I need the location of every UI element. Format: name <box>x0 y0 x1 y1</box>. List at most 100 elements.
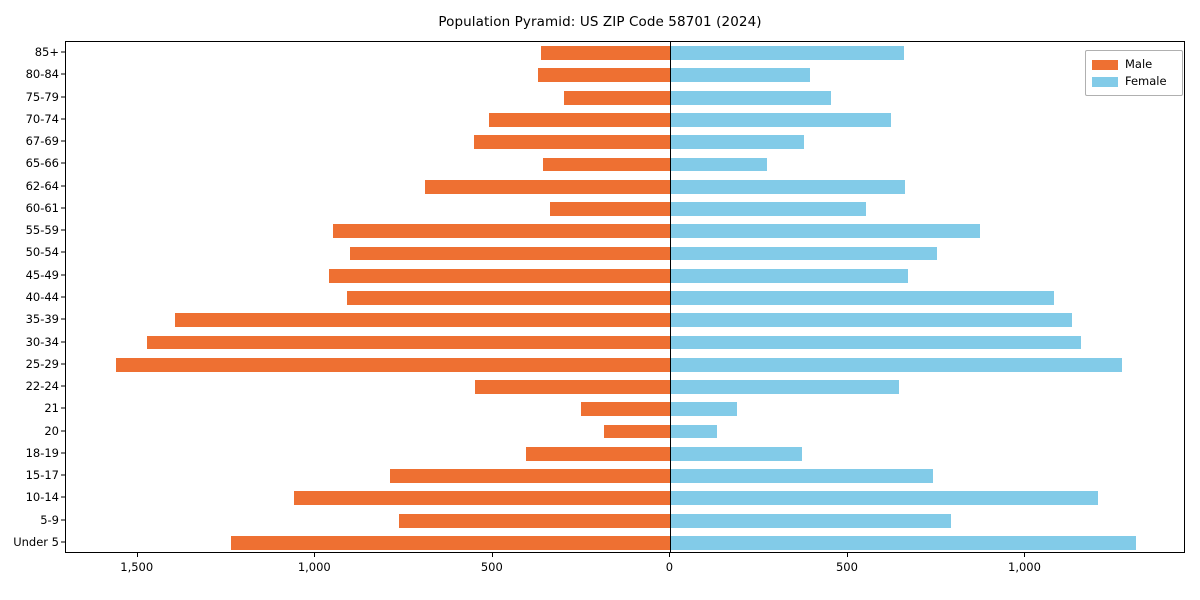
y-axis-tick-label: 5-9 <box>40 512 59 527</box>
x-axis-tick-mark <box>1024 553 1026 557</box>
y-axis-tick-mark <box>61 185 65 187</box>
bar-male <box>425 179 671 194</box>
pyramid-row <box>66 46 1184 61</box>
y-axis-tick-mark <box>61 96 65 98</box>
bar-male <box>538 68 671 83</box>
y-axis-tick-label: 55-59 <box>25 223 59 238</box>
bar-male <box>116 357 671 372</box>
pyramid-row <box>66 357 1184 372</box>
pyramid-row <box>66 291 1184 305</box>
y-axis-tick-mark <box>61 452 65 454</box>
pyramid-row <box>66 202 1184 216</box>
x-axis-tick-mark <box>669 553 671 557</box>
y-axis-tick-label: 18-19 <box>25 445 59 460</box>
pyramid-row <box>66 402 1184 417</box>
y-axis-tick-label: 62-64 <box>25 178 59 193</box>
pyramid-row <box>66 535 1184 550</box>
bar-male <box>329 268 671 283</box>
y-axis-tick-mark <box>61 385 65 387</box>
legend-swatch-male <box>1092 59 1118 70</box>
x-axis-ticks: 1,500 1,000 500 0 500 1,000 <box>65 553 1185 593</box>
bar-female <box>670 313 1072 328</box>
x-axis-tick-label: 1,000 <box>297 560 331 574</box>
bar-male <box>475 380 671 394</box>
bar-male <box>399 513 671 528</box>
y-axis-tick-mark <box>61 296 65 298</box>
plot-area <box>65 41 1185 553</box>
pyramid-row <box>66 313 1184 328</box>
pyramid-row <box>66 335 1184 350</box>
bar-female <box>670 179 905 194</box>
legend-swatch-female <box>1092 76 1118 87</box>
bar-male <box>294 491 671 506</box>
legend-item-male: Male <box>1092 56 1176 73</box>
bar-male <box>474 135 671 150</box>
x-axis-tick-label: 500 <box>480 560 503 574</box>
bar-male <box>350 246 671 261</box>
y-axis-tick-label: 22-24 <box>25 379 59 394</box>
bar-male <box>604 424 671 439</box>
x-axis-tick-label: 500 <box>835 560 858 574</box>
y-axis-ticks: 85+ 80-84 75-79 70-74 67-69 65-66 62-64 60-61 55… <box>13 41 1185 553</box>
y-axis-tick-mark <box>61 162 65 164</box>
bar-female <box>670 157 767 172</box>
bar-female <box>670 357 1123 372</box>
zero-center-line <box>670 42 672 552</box>
pyramid-row <box>66 446 1184 461</box>
pyramid-row <box>66 157 1184 172</box>
bar-female <box>670 202 867 216</box>
pyramid-row <box>66 68 1184 83</box>
pyramid-row <box>66 491 1184 506</box>
bar-female <box>670 424 717 439</box>
bar-male <box>580 402 671 417</box>
y-axis-tick-label: 60-61 <box>25 200 59 215</box>
chart-legend: Male Female <box>1085 50 1183 96</box>
bar-female <box>670 535 1136 550</box>
pyramid-row <box>66 268 1184 283</box>
y-axis-tick-label: 10-14 <box>25 490 59 505</box>
pyramid-row <box>66 113 1184 127</box>
y-axis-tick-mark <box>61 363 65 365</box>
y-axis-tick-mark <box>61 140 65 142</box>
y-axis-tick-label: 85+ <box>34 45 59 60</box>
y-axis-tick-label: 21 <box>44 401 59 416</box>
pyramid-row <box>66 513 1184 528</box>
y-axis-tick-label: 75-79 <box>25 89 59 104</box>
y-axis-tick-label: 20 <box>44 423 59 438</box>
bar-female <box>670 268 909 283</box>
y-axis-tick-mark <box>61 318 65 320</box>
legend-item-female: Female <box>1092 73 1176 90</box>
bar-male <box>541 46 671 61</box>
bar-female <box>670 113 891 127</box>
legend-label-male: Male <box>1125 56 1153 71</box>
bar-male <box>489 113 671 127</box>
x-axis-tick-label: 0 <box>665 560 674 574</box>
bar-male <box>543 157 671 172</box>
bar-female <box>670 224 981 239</box>
bar-female <box>670 446 802 461</box>
y-axis-tick-mark <box>61 73 65 75</box>
y-axis-tick-mark <box>61 430 65 432</box>
bar-male <box>231 535 671 550</box>
bar-female <box>670 402 738 417</box>
y-axis-tick-mark <box>61 341 65 343</box>
bar-female <box>670 246 938 261</box>
y-axis-tick-mark <box>61 51 65 53</box>
bar-female <box>670 46 905 61</box>
pyramid-row <box>66 224 1184 239</box>
bar-female <box>670 90 832 105</box>
pyramid-row <box>66 135 1184 150</box>
y-axis-tick-label: 30-34 <box>25 334 59 349</box>
x-axis-tick-mark <box>136 553 138 557</box>
y-axis-tick-mark <box>61 496 65 498</box>
y-axis-tick-label: 70-74 <box>25 111 59 126</box>
x-axis-tick-mark <box>491 553 493 557</box>
x-axis-tick-mark <box>314 553 316 557</box>
x-axis-tick-label: 1,500 <box>120 560 154 574</box>
y-axis-tick-label: 35-39 <box>25 312 59 327</box>
bar-male <box>390 469 671 483</box>
pyramid-row <box>66 469 1184 483</box>
y-axis-tick-mark <box>61 118 65 120</box>
y-axis-tick-label: 80-84 <box>25 67 59 82</box>
